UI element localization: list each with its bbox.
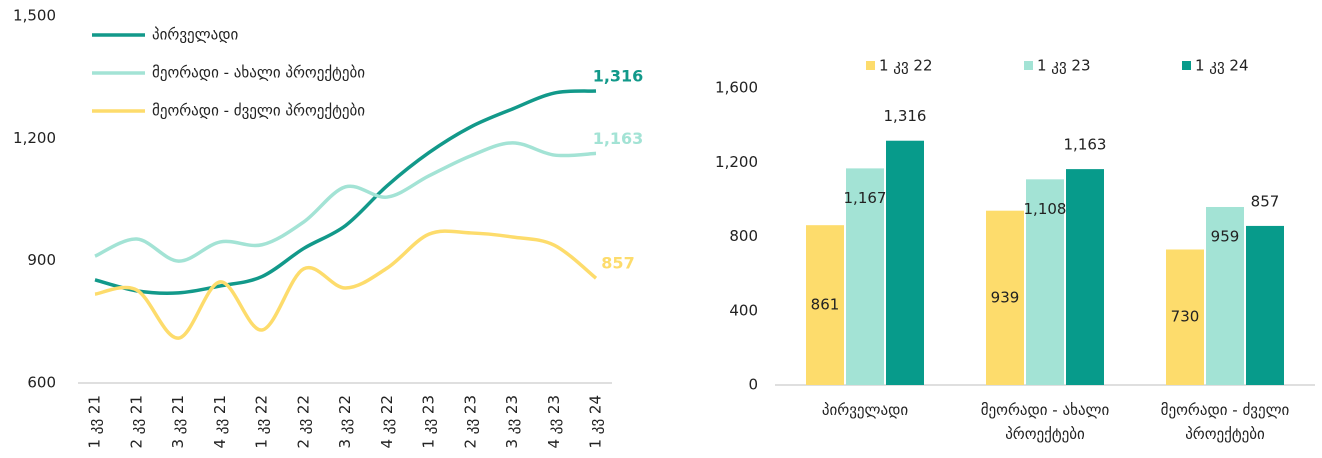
data-label: 861	[811, 296, 840, 314]
x-tick-label: 3 კვ 21	[169, 395, 187, 449]
x-tick-line: მეორადი - ახალი	[981, 401, 1110, 419]
y-tick-label: 0	[748, 376, 758, 394]
x-tick-label: 1 კვ 22	[253, 395, 271, 449]
x-tick-label: 3 კვ 22	[336, 395, 354, 449]
x-tick-label: 1 კვ 21	[86, 395, 104, 449]
data-label: 857	[1251, 192, 1280, 210]
bar	[1026, 179, 1064, 385]
x-tick-label: 4 კვ 21	[211, 395, 229, 449]
x-tick-label: 4 კვ 23	[545, 395, 563, 449]
bar	[1246, 225, 1284, 385]
x-tick-line: პროექტები	[1005, 425, 1085, 443]
data-label: 1,316	[884, 107, 927, 125]
bar	[1066, 169, 1104, 385]
legend-swatch	[1024, 61, 1033, 70]
x-tick-line: პირველადი	[822, 401, 908, 419]
y-tick-label: 1,500	[13, 7, 56, 25]
x-tick-label: პირველადი	[822, 401, 908, 419]
bar	[986, 210, 1024, 385]
bar	[886, 140, 924, 385]
data-label: 730	[1171, 308, 1200, 326]
y-tick-label: 1,200	[13, 129, 56, 147]
data-label: 1,167	[844, 189, 887, 207]
bar	[1166, 249, 1204, 385]
data-label: 959	[1211, 227, 1240, 245]
data-label: 1,163	[593, 129, 644, 148]
data-label: 939	[991, 288, 1020, 306]
y-tick-label: 1,200	[715, 153, 758, 171]
legend-label: 1 კვ 24	[1195, 57, 1249, 75]
x-tick-label: 2 კვ 23	[461, 395, 479, 449]
x-tick-label: მეორადი - ძველი პროექტები	[1161, 401, 1290, 443]
x-tick-label: 1 კვ 23	[420, 395, 438, 449]
legend-label: 1 კვ 23	[1037, 57, 1091, 75]
x-tick-line: პროექტები	[1185, 425, 1265, 443]
data-label: 1,316	[593, 67, 644, 86]
line-series	[94, 141, 597, 263]
data-label: 1,108	[1024, 200, 1067, 218]
line-series	[94, 229, 598, 340]
y-tick-label: 800	[729, 227, 758, 245]
y-tick-label: 400	[729, 301, 758, 319]
legend-label: 1 კვ 22	[879, 57, 933, 75]
data-label: 857	[601, 254, 634, 273]
x-tick-line: მეორადი - ძველი	[1161, 401, 1290, 419]
legend-label: მეორადი - ძველი პროექტები	[152, 102, 365, 120]
legend-swatch	[866, 61, 875, 70]
x-tick-label: მეორადი - ახალი პროექტები	[981, 401, 1110, 443]
line-series	[94, 89, 597, 295]
x-tick-label: 2 კვ 22	[294, 395, 312, 449]
legend-swatch	[1182, 61, 1191, 70]
x-tick-label: 4 კვ 22	[378, 395, 396, 449]
legend-label: პირველადი	[152, 26, 238, 44]
y-tick-label: 600	[27, 374, 56, 392]
y-tick-label: 1,600	[715, 79, 758, 97]
x-tick-label: 1 კვ 24	[587, 395, 605, 449]
x-tick-label: 2 კვ 21	[127, 395, 145, 449]
x-tick-label: 3 კვ 23	[503, 395, 521, 449]
bar	[846, 168, 884, 385]
y-tick-label: 900	[27, 251, 56, 269]
data-label: 1,163	[1064, 136, 1107, 154]
legend-label: მეორადი - ახალი პროექტები	[152, 64, 365, 82]
bar	[1206, 206, 1244, 385]
bar	[806, 225, 844, 385]
